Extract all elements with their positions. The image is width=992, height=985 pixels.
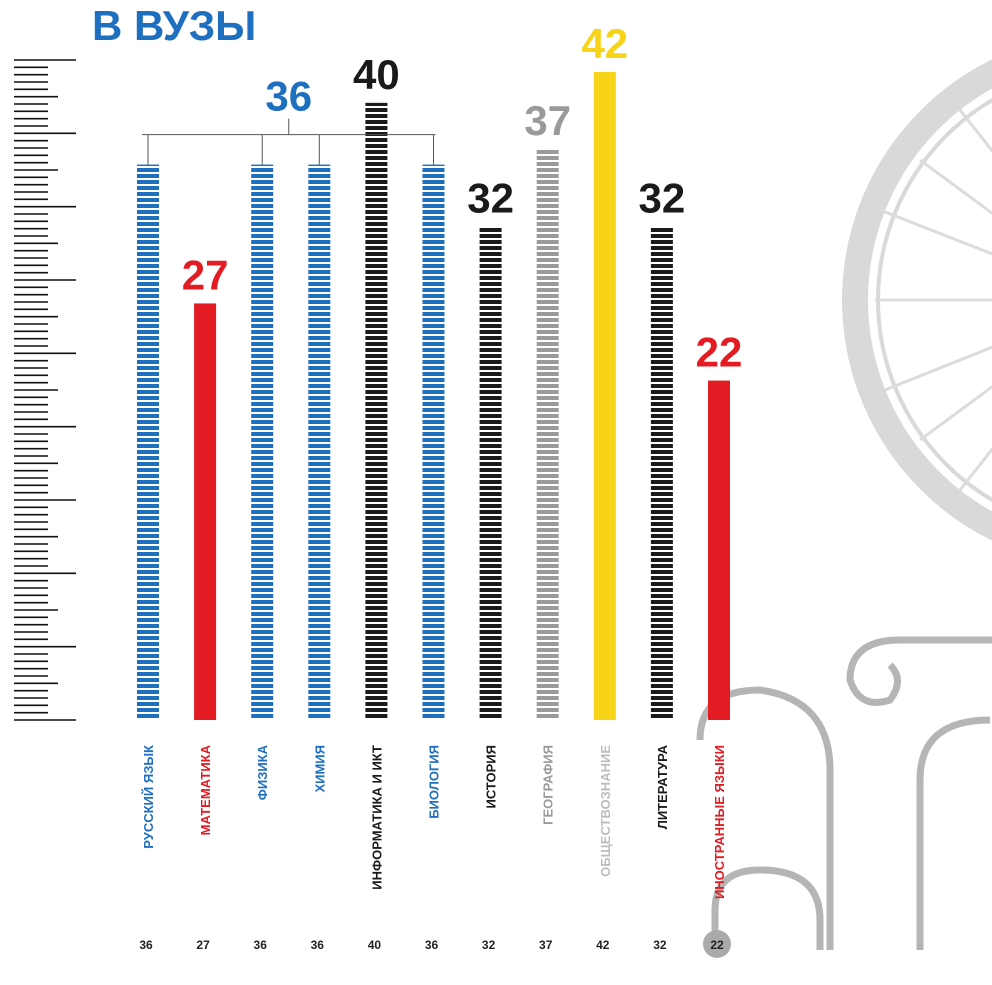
category-label: ИНОСТРАННЫЕ ЯЗЫКИ <box>712 745 727 899</box>
bar <box>594 72 616 720</box>
bar <box>423 165 445 720</box>
bottom-value: 22 <box>710 938 724 952</box>
ruler <box>14 60 76 720</box>
value-label: 32 <box>467 174 514 221</box>
chart: В ВУЗЫ РУССКИЙ ЯЗЫК 36 27 МАТЕМАТИКА 27 ФИЗИК… <box>0 0 992 985</box>
bar <box>365 103 387 720</box>
category-label: ИСТОРИЯ <box>484 745 499 809</box>
bar <box>480 226 502 720</box>
bottom-value: 32 <box>482 938 496 952</box>
bottom-value: 37 <box>539 938 553 952</box>
bottom-value: 36 <box>139 938 153 952</box>
value-label: 22 <box>696 329 743 376</box>
value-label: 42 <box>581 20 628 67</box>
category-label: ГЕОГРАФИЯ <box>541 745 556 825</box>
category-label: ФИЗИКА <box>255 744 270 800</box>
bottom-value: 36 <box>311 938 325 952</box>
category-label: ЛИТЕРАТУРА <box>655 744 670 829</box>
value-label: 27 <box>182 251 229 298</box>
bottom-value: 36 <box>254 938 268 952</box>
value-label: 32 <box>639 174 686 221</box>
bottom-value: 27 <box>196 938 210 952</box>
value-label: 37 <box>524 97 571 144</box>
bar <box>194 303 216 720</box>
bar <box>651 226 673 720</box>
bottom-value: 42 <box>596 938 610 952</box>
bar <box>251 165 273 720</box>
bar <box>708 381 730 720</box>
group-label: 36 <box>265 73 312 120</box>
category-label: ХИМИЯ <box>312 745 327 793</box>
decoration <box>700 45 992 950</box>
category-label: БИОЛОГИЯ <box>427 745 442 819</box>
bar <box>137 165 159 720</box>
category-label: ИНФОРМАТИКА И ИКТ <box>369 745 384 890</box>
bar <box>308 165 330 720</box>
bar <box>537 149 559 720</box>
bottom-value: 36 <box>425 938 439 952</box>
chart-title: В ВУЗЫ <box>92 2 256 49</box>
value-label: 40 <box>353 51 400 98</box>
category-label: МАТЕМАТИКА <box>198 744 213 835</box>
category-label: ОБЩЕСТВОЗНАНИЕ <box>598 745 613 877</box>
bottom-value: 32 <box>653 938 667 952</box>
category-label: РУССКИЙ ЯЗЫК <box>141 745 156 849</box>
bottom-value: 40 <box>368 938 382 952</box>
